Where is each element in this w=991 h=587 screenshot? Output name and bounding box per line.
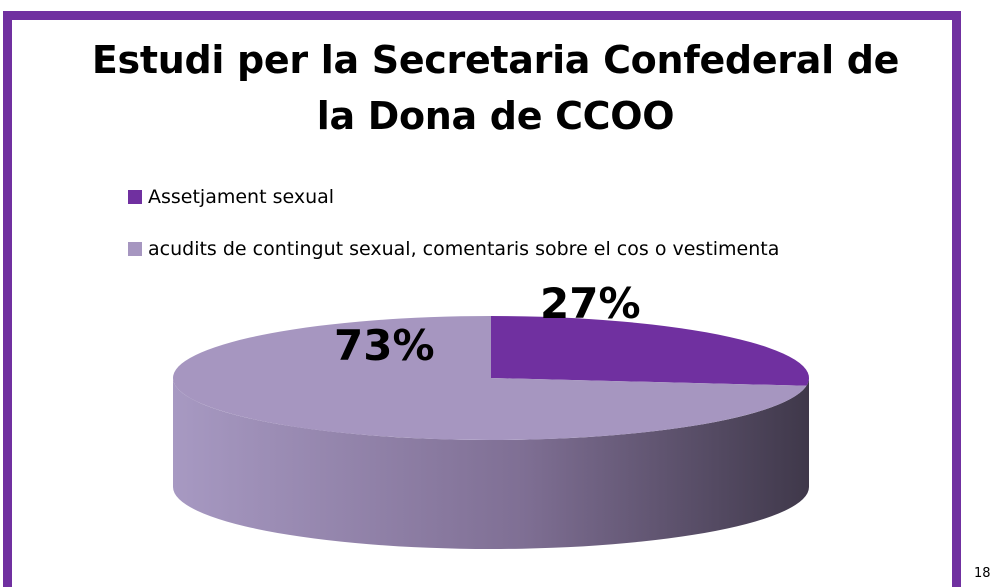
legend-label-assetjament: Assetjament sexual	[148, 186, 335, 208]
chart-title: Estudi per la Secretaria Confederal de l…	[0, 32, 991, 144]
chart-legend: Assetjament sexual acudits de contingut …	[128, 184, 779, 288]
chart-title-line-2: la Dona de CCOO	[316, 94, 675, 138]
data-label-acudits: 73%	[334, 321, 435, 370]
legend-swatch-acudits	[128, 242, 142, 256]
legend-swatch-assetjament	[128, 190, 142, 204]
legend-item-acudits: acudits de contingut sexual, comentaris …	[128, 236, 779, 262]
legend-label-acudits: acudits de contingut sexual, comentaris …	[148, 238, 780, 260]
pie-slice-acudits	[172, 316, 807, 440]
pie-slice-assetjament	[491, 316, 810, 386]
pie-side	[173, 378, 809, 549]
chart-title-line-1: Estudi per la Secretaria Confederal de	[91, 38, 900, 82]
data-label-assetjament: 27%	[540, 279, 641, 328]
page-number: 18	[974, 566, 991, 581]
legend-item-assetjament: Assetjament sexual	[128, 184, 779, 210]
